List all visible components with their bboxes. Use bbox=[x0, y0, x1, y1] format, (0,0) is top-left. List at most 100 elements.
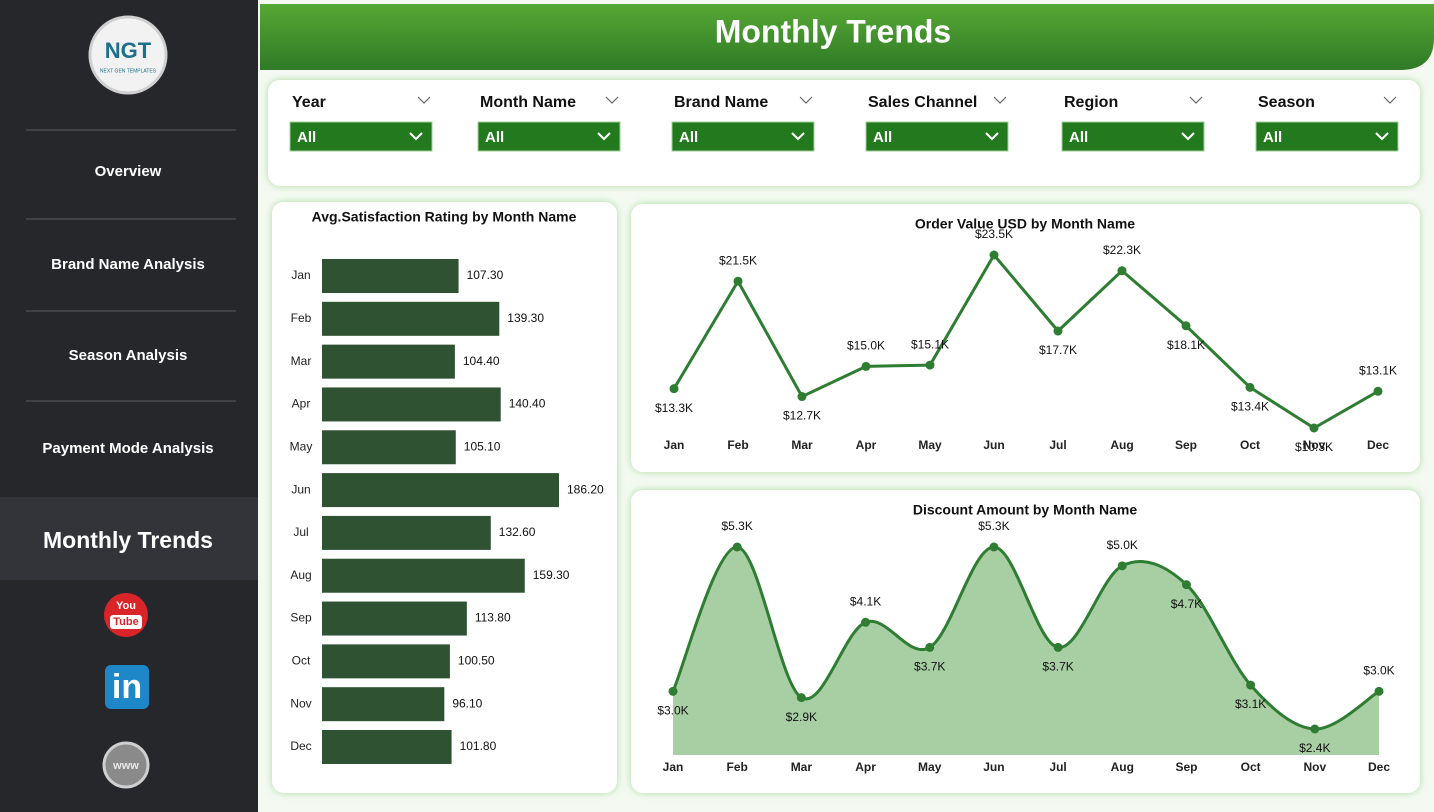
nav-item[interactable]: Brand Name Analysis bbox=[51, 256, 205, 273]
chevron bbox=[1383, 96, 1397, 104]
header-bar bbox=[260, 4, 1434, 70]
x-tick-label: Jun bbox=[983, 760, 1004, 774]
line bbox=[672, 252, 1379, 430]
filter-value: All bbox=[1069, 129, 1088, 146]
x-tick-label: Mar bbox=[791, 760, 813, 774]
point bbox=[1309, 423, 1319, 433]
active-nav-bg bbox=[0, 497, 258, 580]
bar bbox=[322, 515, 491, 550]
website-icon[interactable] bbox=[102, 741, 150, 789]
y-tick-label: Mar bbox=[291, 354, 312, 368]
x-tick-label: Aug bbox=[1111, 760, 1134, 774]
chevron bbox=[1189, 96, 1203, 104]
chart-title: Discount Amount by Month Name bbox=[913, 502, 1137, 518]
nav-item[interactable]: Season Analysis bbox=[69, 347, 188, 364]
filter-dropdown[interactable] bbox=[477, 121, 621, 152]
logo-title: NGT bbox=[105, 38, 152, 63]
data-label: $15.1K bbox=[911, 337, 949, 351]
data-label: 186.20 bbox=[567, 482, 604, 496]
filter-label: Sales Channel bbox=[868, 94, 977, 111]
filter-value: All bbox=[485, 129, 504, 146]
card bbox=[631, 204, 1420, 472]
data-label: 159.30 bbox=[533, 568, 570, 582]
bar bbox=[322, 473, 559, 508]
bar bbox=[322, 644, 450, 679]
data-label: 104.40 bbox=[463, 354, 500, 368]
point bbox=[797, 392, 807, 402]
bar bbox=[322, 601, 467, 636]
chevron bbox=[985, 132, 999, 141]
area bbox=[673, 546, 1379, 755]
current-page[interactable]: Monthly Trends bbox=[43, 527, 213, 553]
y-tick-label: Nov bbox=[290, 696, 311, 710]
nav-item[interactable]: Payment Mode Analysis bbox=[42, 440, 213, 457]
x-tick-label: Jan bbox=[664, 438, 685, 452]
data-label: 96.10 bbox=[452, 696, 482, 710]
point bbox=[861, 617, 871, 627]
x-tick-label: Apr bbox=[855, 760, 876, 774]
header-title: Monthly Trends bbox=[715, 13, 951, 49]
data-label: $3.7K bbox=[1042, 660, 1073, 674]
filter-dropdown[interactable] bbox=[865, 121, 1009, 152]
filter-dropdown[interactable] bbox=[289, 121, 433, 152]
data-label: 140.40 bbox=[509, 397, 546, 411]
filter-value: All bbox=[873, 129, 892, 146]
filter-label: Year bbox=[292, 94, 326, 111]
nav-item[interactable]: Overview bbox=[95, 163, 162, 180]
point bbox=[732, 542, 742, 552]
chevron bbox=[409, 132, 423, 141]
y-tick-label: Jul bbox=[293, 525, 308, 539]
website-text: www bbox=[112, 760, 139, 772]
point bbox=[925, 642, 935, 652]
linkedin-icon[interactable] bbox=[105, 665, 149, 709]
y-tick-label: Sep bbox=[290, 611, 312, 625]
filter-panel bbox=[268, 80, 1420, 186]
y-tick-label: Dec bbox=[290, 739, 311, 753]
x-tick-label: Nov bbox=[1303, 760, 1326, 774]
youtube-text: You bbox=[116, 600, 136, 612]
data-label: $5.0K bbox=[1107, 538, 1138, 552]
x-tick-label: May bbox=[918, 438, 942, 452]
x-tick-label: Sep bbox=[1175, 760, 1197, 774]
x-tick-label: Feb bbox=[727, 438, 748, 452]
point bbox=[733, 276, 743, 286]
bar bbox=[322, 387, 501, 422]
data-label: $21.5K bbox=[719, 253, 757, 267]
point bbox=[1310, 724, 1320, 734]
data-label: $13.3K bbox=[655, 401, 693, 415]
data-label: $17.7K bbox=[1039, 343, 1077, 357]
data-label: $13.1K bbox=[1359, 363, 1397, 377]
x-tick-label: May bbox=[918, 760, 942, 774]
data-label: $13.4K bbox=[1231, 400, 1269, 414]
y-tick-label: Oct bbox=[292, 654, 311, 668]
point bbox=[668, 686, 678, 696]
data-label: $23.5K bbox=[975, 227, 1013, 241]
point bbox=[669, 384, 679, 394]
point bbox=[861, 361, 871, 371]
filter-dropdown[interactable] bbox=[671, 121, 815, 152]
chart-title: Avg.Satisfaction Rating by Month Name bbox=[312, 209, 577, 225]
data-label: $3.7K bbox=[914, 660, 945, 674]
y-tick-label: Feb bbox=[291, 311, 312, 325]
chevron bbox=[1181, 132, 1195, 141]
data-label: $3.0K bbox=[1363, 664, 1394, 678]
x-tick-label: Jul bbox=[1049, 438, 1066, 452]
bar bbox=[322, 301, 500, 336]
filter-label: Region bbox=[1064, 94, 1118, 111]
bar bbox=[322, 687, 445, 722]
point bbox=[1053, 326, 1063, 336]
data-label: $3.0K bbox=[657, 704, 688, 718]
data-label: 101.80 bbox=[460, 739, 497, 753]
data-label: $10.3K bbox=[1295, 440, 1333, 454]
data-label: $22.3K bbox=[1103, 243, 1141, 257]
x-tick-label: Feb bbox=[727, 760, 748, 774]
data-label: 132.60 bbox=[499, 525, 536, 539]
x-tick-label: Aug bbox=[1110, 438, 1133, 452]
data-label: $18.1K bbox=[1167, 338, 1205, 352]
filter-dropdown[interactable] bbox=[1255, 121, 1399, 152]
chevron bbox=[605, 96, 619, 104]
point bbox=[1053, 642, 1063, 652]
filter-dropdown[interactable] bbox=[1061, 121, 1205, 152]
point bbox=[989, 250, 999, 260]
